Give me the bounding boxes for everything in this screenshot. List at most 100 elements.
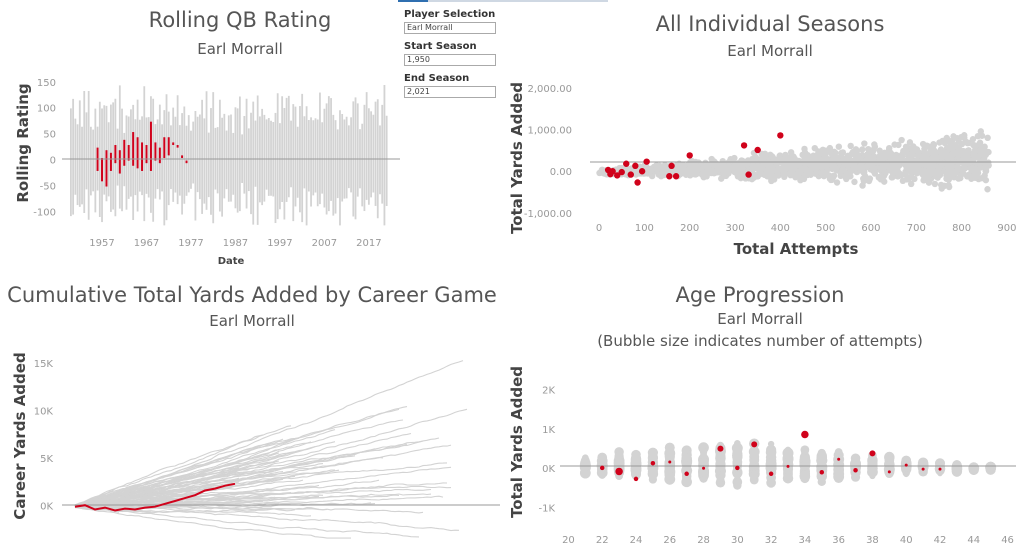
seasons-gray-point: [669, 163, 677, 171]
age-gray-bubble: [850, 458, 861, 468]
age-gray-bubble: [699, 464, 708, 473]
seasons-gray-point: [961, 151, 968, 158]
seasons-gray-point: [679, 161, 687, 169]
seasons-gray-point: [719, 167, 727, 175]
seasons-gray-point: [678, 169, 685, 177]
age-gray-bubble: [750, 471, 759, 480]
seasons-gray-point: [814, 153, 822, 161]
seasons-gray-point: [813, 165, 820, 172]
seasons-gray-point: [968, 174, 975, 181]
seasons-gray-point: [847, 167, 855, 175]
seasons-gray-point: [976, 142, 983, 149]
age-gray-bubble: [936, 466, 944, 474]
seasons-gray-point: [894, 164, 901, 172]
seasons-gray-point: [942, 153, 949, 161]
rolling-ytick: 150: [37, 78, 56, 89]
age-gray-bubble: [834, 456, 844, 466]
age-gray-bubble: [698, 465, 709, 476]
age-gray-bubble: [817, 454, 827, 464]
seasons-gray-point: [784, 159, 791, 166]
seasons-gray-point: [674, 170, 682, 178]
age-gray-bubble: [834, 455, 843, 464]
seasons-gray-point: [800, 175, 808, 183]
age-gray-bubble: [799, 456, 811, 468]
end-season-input[interactable]: 2,021: [404, 86, 496, 98]
age-gray-bubble: [817, 462, 826, 471]
seasons-gray-point: [618, 168, 626, 176]
age-gray-bubble: [885, 465, 893, 473]
seasons-gray-point: [653, 168, 661, 176]
seasons-gray-point: [761, 169, 768, 176]
age-gray-bubble: [818, 461, 825, 468]
age-player-bubble: [801, 430, 809, 439]
age-gray-bubble: [969, 466, 978, 474]
seasons-gray-point: [928, 175, 935, 182]
seasons-gray-point: [752, 156, 760, 164]
age-gray-bubble: [733, 448, 742, 456]
seasons-gray-point: [913, 146, 921, 153]
age-gray-bubble: [580, 459, 591, 469]
age-gray-bubble: [802, 464, 808, 470]
age-gray-bubble: [715, 463, 726, 474]
seasons-gray-point: [949, 164, 957, 171]
age-gray-bubble: [834, 468, 843, 477]
age-player-bubble: [668, 460, 672, 464]
seasons-gray-point: [950, 148, 957, 155]
seasons-gray-point: [978, 163, 985, 170]
seasons-gray-point: [653, 166, 661, 173]
age-gray-bubble: [851, 471, 860, 479]
age-gray-bubble: [717, 467, 724, 474]
age-gray-bubble: [734, 473, 741, 480]
age-gray-bubble: [918, 466, 928, 476]
seasons-ytick: 0.00: [550, 167, 572, 178]
rolling-ytick: 0: [50, 156, 56, 167]
seasons-gray-point: [749, 160, 756, 167]
age-gray-bubble: [852, 464, 859, 472]
age-gray-bubble: [648, 468, 658, 478]
seasons-gray-point: [977, 164, 984, 171]
age-gray-bubble: [613, 460, 625, 472]
seasons-gray-point: [710, 160, 718, 168]
age-gray-bubble: [597, 455, 607, 465]
seasons-gray-point: [672, 170, 679, 178]
seasons-gray-point: [747, 168, 754, 176]
age-gray-bubble: [717, 447, 724, 454]
age-gray-bubble: [700, 464, 707, 471]
seasons-gray-point: [689, 160, 696, 168]
seasons-gray-point: [794, 159, 801, 167]
age-gray-bubble: [801, 463, 809, 471]
seasons-gray-point: [804, 166, 811, 174]
seasons-gray-point: [950, 170, 958, 177]
start-season-input[interactable]: 1,950: [404, 54, 496, 66]
age-gray-bubble: [800, 452, 810, 462]
player-selection-input[interactable]: Earl Morrall: [404, 22, 496, 34]
seasons-gray-point: [788, 164, 795, 172]
age-gray-bubble: [698, 458, 709, 469]
seasons-gray-point: [746, 159, 754, 167]
age-gray-bubble: [886, 463, 893, 470]
top-tab-active[interactable]: [398, 0, 428, 2]
seasons-gray-point: [818, 156, 826, 163]
seasons-gray-point: [846, 162, 853, 170]
age-gray-bubble: [749, 446, 759, 456]
age-gray-bubble: [596, 463, 608, 475]
age-gray-bubble: [750, 461, 758, 469]
age-gray-bubble: [665, 472, 675, 482]
seasons-gray-point: [960, 170, 967, 177]
seasons-gray-point: [799, 157, 807, 165]
age-gray-bubble: [987, 466, 994, 474]
age-gray-bubble: [717, 450, 724, 457]
age-gray-bubble: [649, 457, 657, 465]
seasons-gray-point: [819, 160, 827, 167]
age-gray-bubble: [649, 470, 657, 479]
age-gray-bubble: [969, 464, 979, 474]
age-gray-bubble: [632, 461, 640, 469]
age-gray-bubble: [835, 463, 842, 470]
seasons-gray-point: [698, 165, 705, 172]
age-gray-bubble: [633, 454, 639, 461]
seasons-gray-point: [811, 144, 818, 152]
seasons-gray-point: [705, 166, 713, 174]
age-gray-bubble: [918, 464, 928, 473]
age-gray-bubble: [835, 463, 843, 471]
age-gray-bubble: [869, 463, 876, 471]
